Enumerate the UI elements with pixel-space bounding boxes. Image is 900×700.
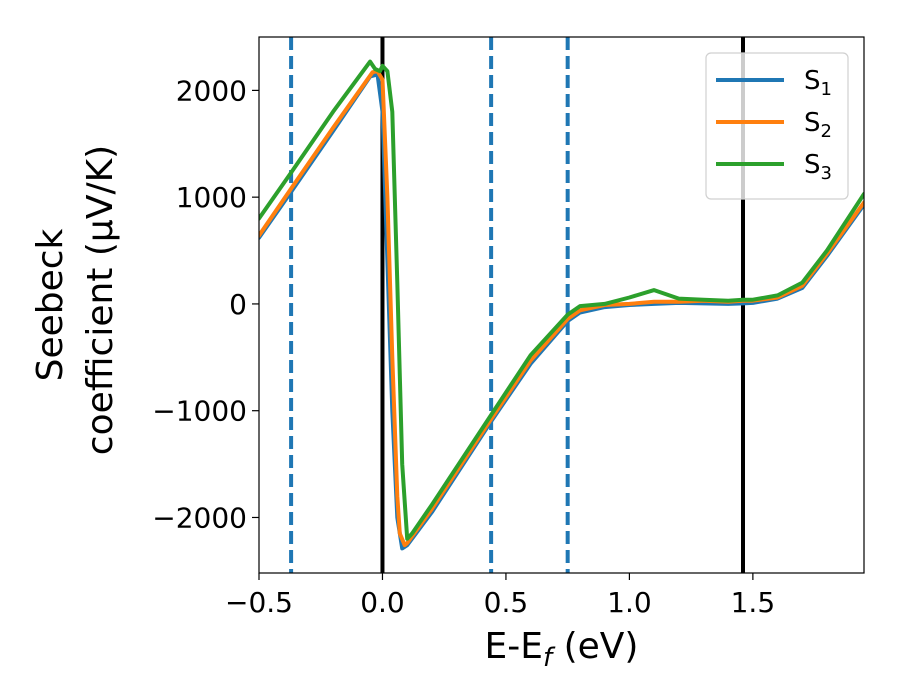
- legend-label-2: S2: [804, 108, 832, 142]
- x-tick-label: 1.5: [731, 586, 776, 619]
- y-tick-label: 1000: [176, 181, 247, 214]
- y-axis-label-line1: Seebeck: [30, 228, 71, 381]
- legend: S1 S2 S3: [705, 52, 849, 200]
- legend-label-1: S1: [804, 66, 832, 100]
- x-axis-ticks: −0.5 0.0 0.5 1.0 1.5: [225, 573, 775, 619]
- y-tick-label: −2000: [152, 501, 247, 534]
- x-axis-label-unit: (eV): [552, 626, 638, 667]
- y-tick-label: −1000: [152, 395, 247, 428]
- legend-label-3: S3: [804, 150, 832, 184]
- x-axis-label-main: E-E: [485, 626, 543, 667]
- x-tick-label: 0.5: [484, 586, 529, 619]
- y-tick-label: 2000: [176, 74, 247, 107]
- y-tick-label: 0: [229, 288, 247, 321]
- x-tick-label: 1.0: [607, 586, 652, 619]
- x-axis-label: E-Ef (eV): [485, 626, 639, 673]
- y-axis-label: Seebeck coefficient (μV/K): [30, 145, 121, 455]
- series-line-3: [259, 59, 864, 541]
- y-axis-label-line2: coefficient (μV/K): [80, 145, 121, 455]
- x-tick-label: 0.0: [360, 586, 405, 619]
- y-axis-ticks: −2000 −1000 0 1000 2000: [152, 74, 259, 534]
- plot-frame: [258, 36, 865, 574]
- x-tick-label: −0.5: [225, 586, 293, 619]
- series-lines: [259, 59, 864, 551]
